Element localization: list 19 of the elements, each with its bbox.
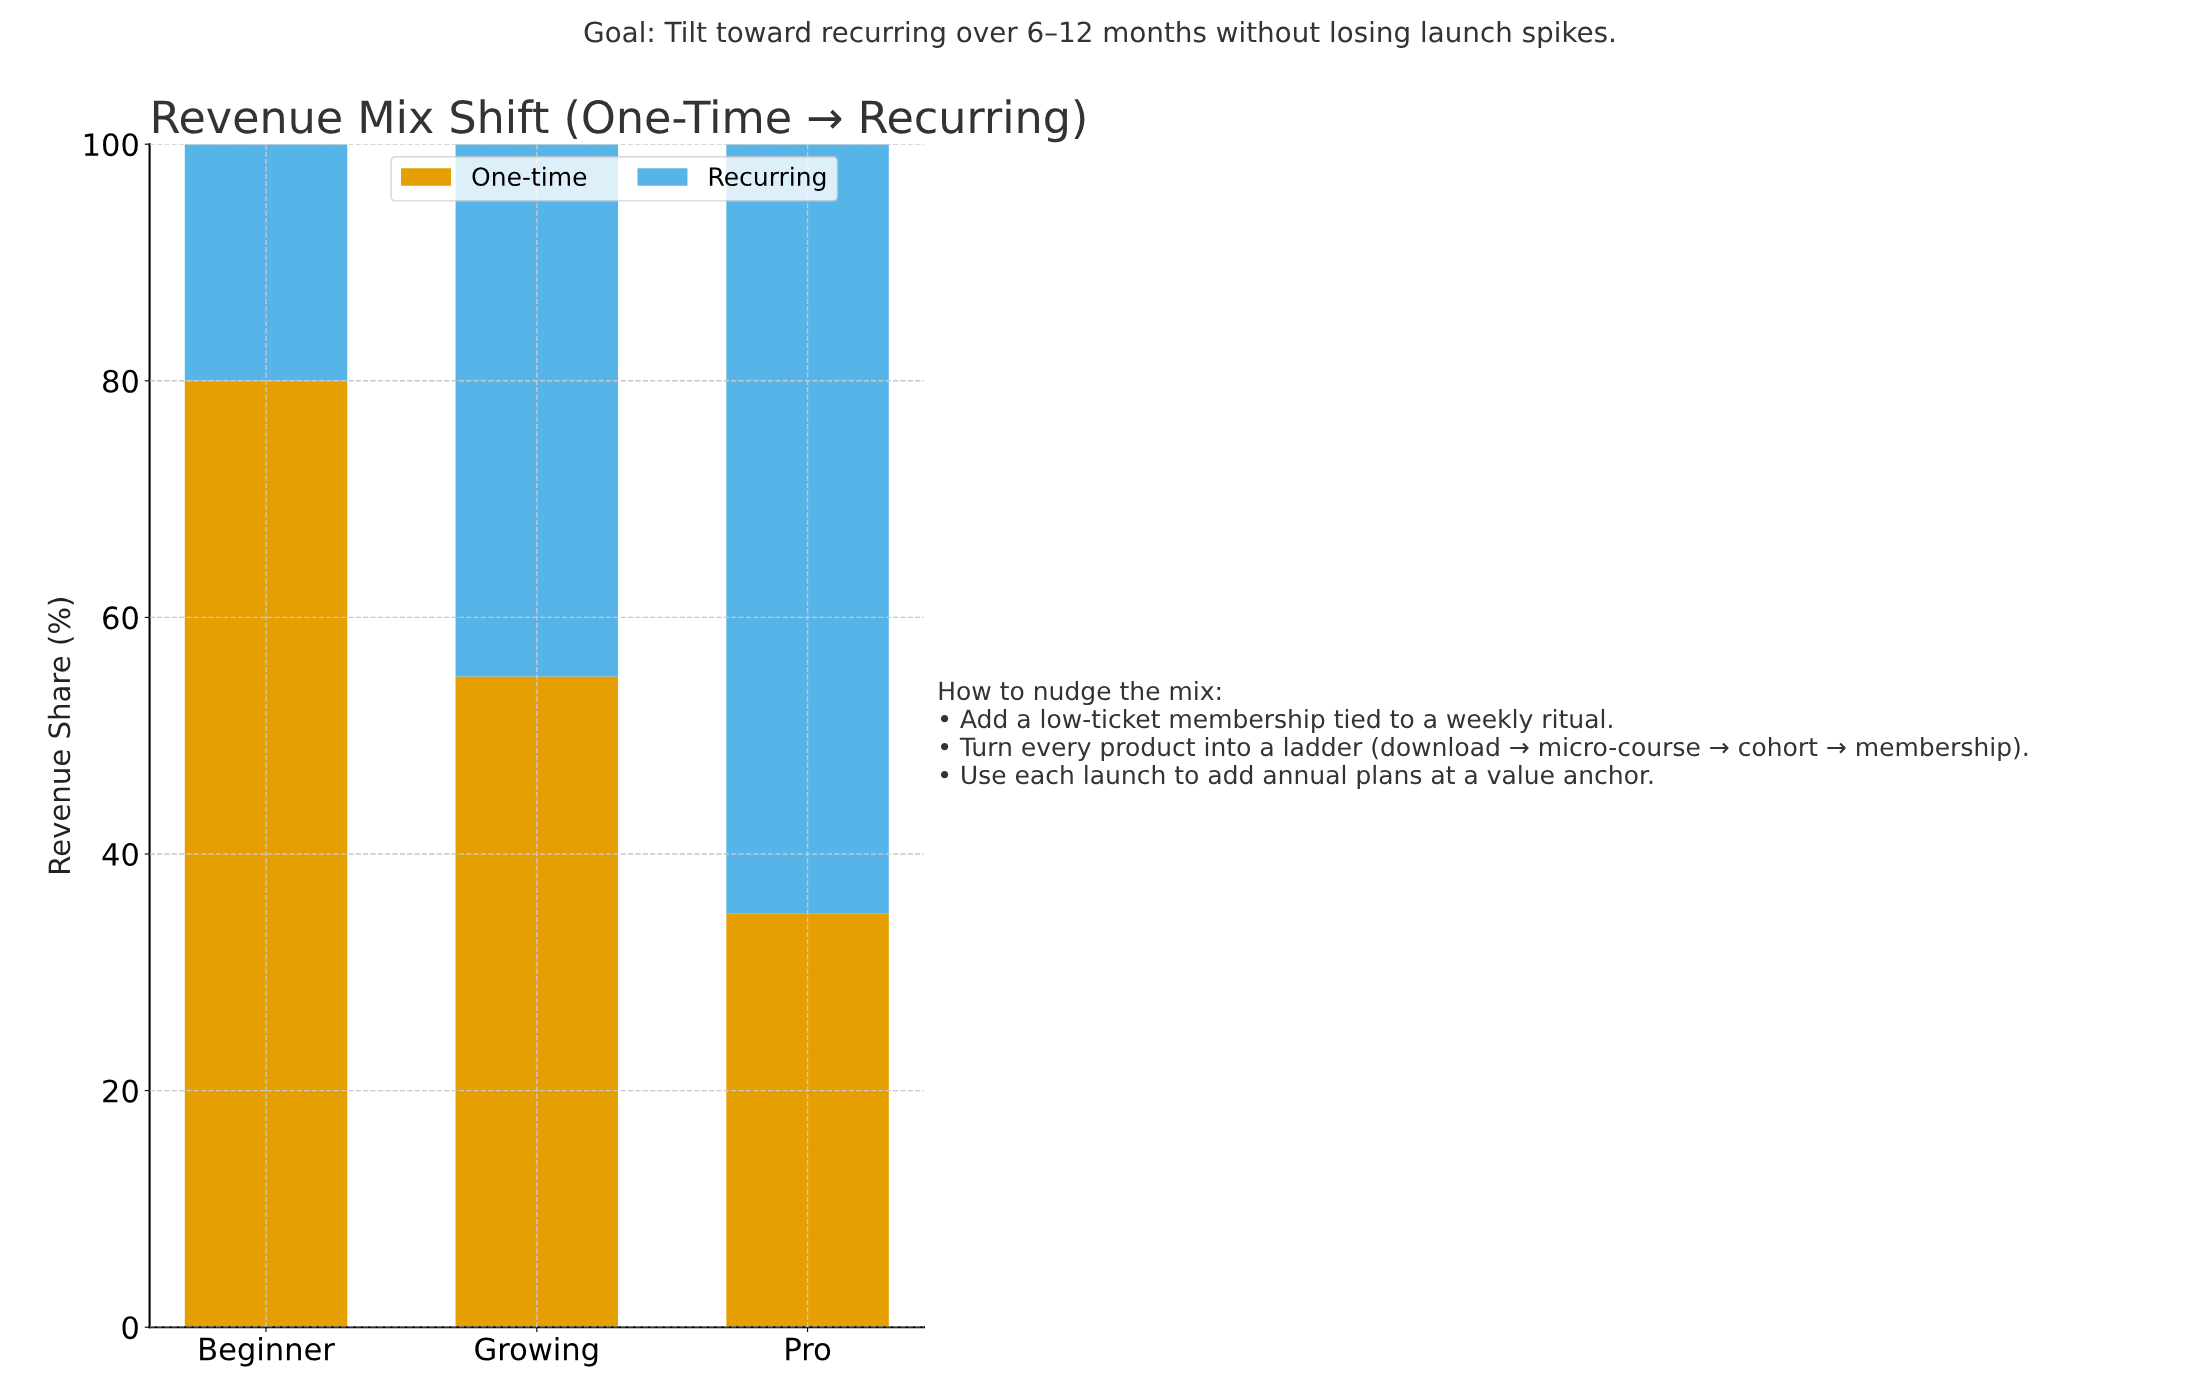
bar [184,144,348,381]
y-tick-label: 60 [103,606,138,630]
y-tick-label: 20 [103,1079,138,1103]
y-tick-label: 100 [84,133,138,157]
y-tick-label: 40 [102,842,138,867]
y-tick-label: 0 [122,1316,138,1340]
bar [726,913,889,1328]
text: How to nudge the mix: • Add a low-ticket membership tied to a weekly ritual. • Turn every product into a ladder (download → micro-course → cohort → membership). • Use each launch to add annual plans at a value anchor. [939,680,2028,790]
bar [184,380,348,1328]
legend-label: Recurring [709,166,826,191]
y-axis-title: Revenue Share (%) [47,598,74,873]
y-tick-label: 80 [103,369,138,393]
legend-label: One-time [472,166,587,187]
x-tick-label: Pro [786,1337,831,1361]
x-tick-label: Beginner [200,1336,335,1367]
text: Goal: Tilt toward recurring over 6–12 months without losing launch spikes. [584,21,1614,48]
chart-title: Revenue Mix Shift (One-Time → Recurring) [153,99,1085,143]
x-tick-label: Growing [475,1336,598,1367]
bar [455,676,619,1328]
